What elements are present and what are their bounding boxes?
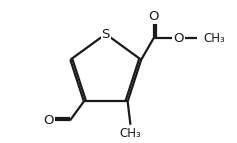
Text: CH₃: CH₃	[120, 127, 141, 140]
Text: O: O	[148, 10, 159, 23]
Text: O: O	[173, 32, 184, 45]
Text: CH₃: CH₃	[204, 32, 225, 45]
Text: O: O	[44, 114, 54, 127]
Text: S: S	[102, 27, 110, 40]
